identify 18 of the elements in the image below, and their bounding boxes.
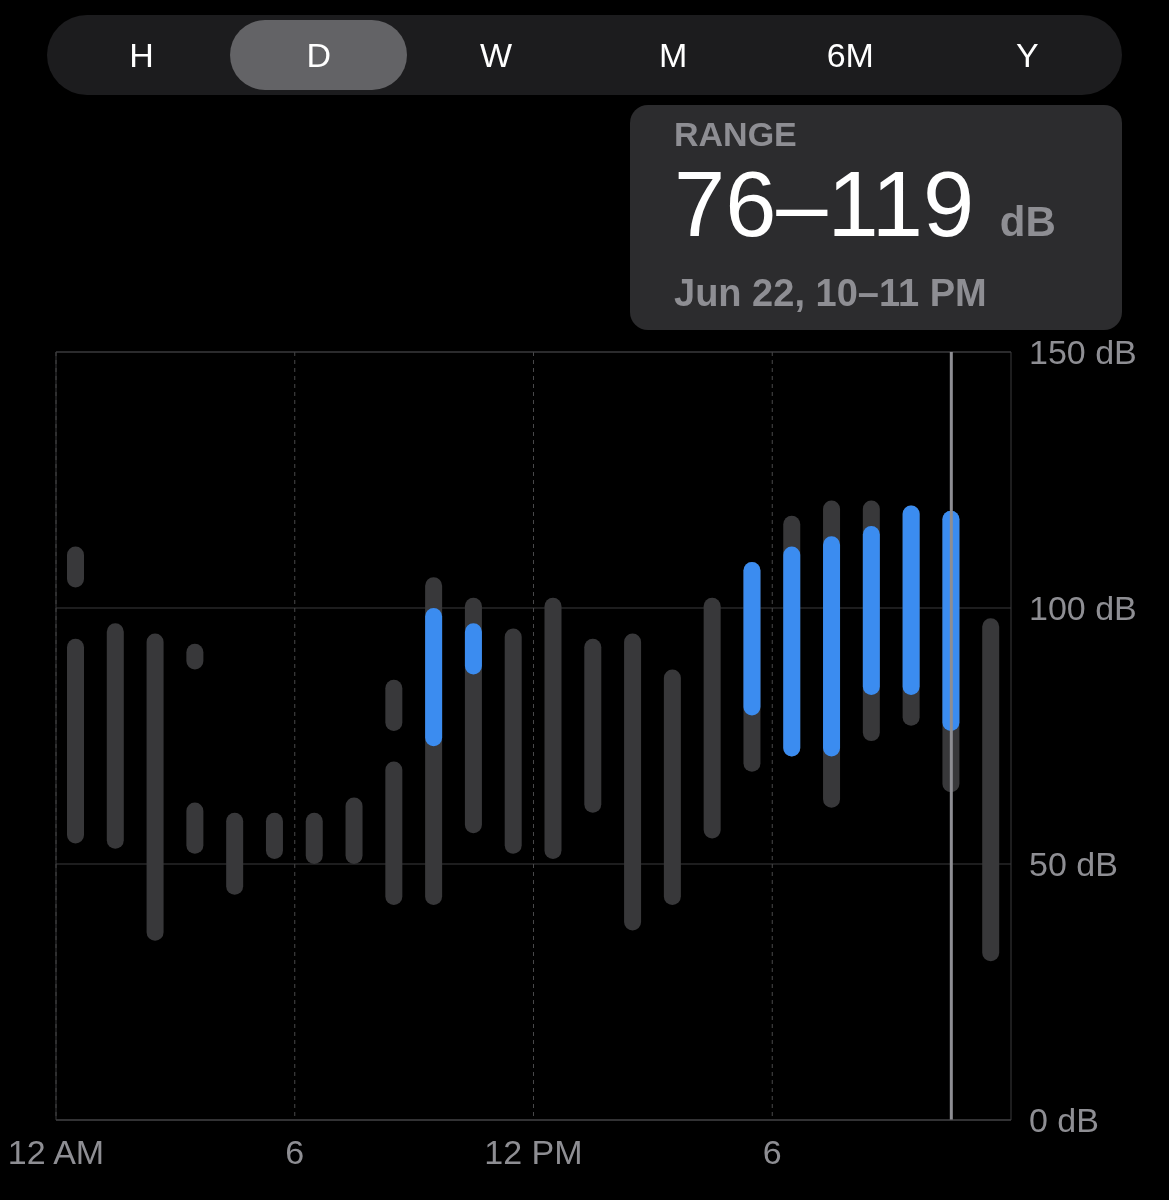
y-tick-label: 50 dB [1029, 845, 1118, 884]
bar [862, 526, 880, 696]
period-selector: H D W M 6M Y [47, 15, 1122, 95]
bar [67, 638, 84, 844]
bar [743, 561, 761, 716]
range-callout: RANGE 76–119 dB Jun 22, 10–11 PM [630, 105, 1122, 330]
bar [584, 638, 602, 813]
bar [106, 623, 124, 849]
x-tick-label: 6 [762, 1133, 782, 1172]
y-tick-label: 0 dB [1029, 1101, 1099, 1140]
y-tick-label: 100 dB [1029, 589, 1137, 628]
y-tick-label: 150 dB [1029, 333, 1137, 372]
x-tick-label: 12 AM [7, 1133, 105, 1172]
bar [425, 608, 443, 747]
x-tick-label: 6 [285, 1133, 305, 1172]
bar [823, 536, 841, 757]
bar [504, 628, 522, 854]
x-tick-label: 12 PM [484, 1133, 583, 1172]
